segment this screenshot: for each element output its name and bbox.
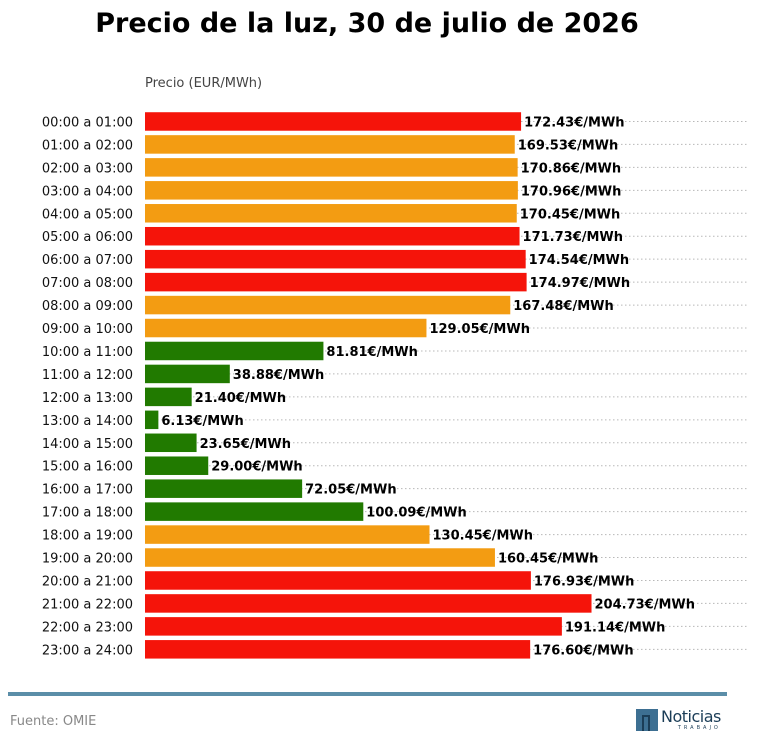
- bar: [145, 295, 511, 315]
- value-label: 171.73€/MWh: [523, 230, 624, 245]
- bar: [145, 364, 230, 384]
- category-label: 02:00 a 03:00: [42, 161, 133, 176]
- category-label: 12:00 a 13:00: [42, 391, 133, 406]
- source-text: Fuente: OMIE: [10, 714, 97, 729]
- chart: Precio de la luz, 30 de julio de 2026 Pr…: [42, 8, 748, 659]
- bar: [145, 181, 518, 200]
- category-label: 14:00 a 15:00: [42, 437, 133, 452]
- bar: [145, 112, 522, 131]
- logo-subtext: TRABAJO: [677, 725, 721, 731]
- category-label: 00:00 a 01:00: [42, 115, 133, 130]
- x-axis-label: Precio (EUR/MWh): [145, 76, 262, 91]
- bars: [145, 112, 592, 659]
- category-label: 08:00 a 09:00: [42, 299, 133, 314]
- category-label: 07:00 a 08:00: [42, 276, 133, 291]
- category-label: 05:00 a 06:00: [42, 230, 133, 245]
- logo-text: Noticias: [661, 707, 721, 726]
- value-label: 129.05€/MWh: [429, 322, 529, 337]
- logo-icon: [636, 709, 658, 731]
- category-label: 01:00 a 02:00: [42, 138, 133, 153]
- value-label: 100.09€/MWh: [366, 506, 467, 521]
- category-label: 17:00 a 18:00: [42, 506, 133, 521]
- bar: [145, 502, 364, 521]
- value-label: 167.48€/MWh: [513, 299, 614, 314]
- value-label: 172.43€/MWh: [524, 115, 625, 130]
- bar: [145, 594, 592, 613]
- category-label: 23:00 a 24:00: [42, 643, 133, 658]
- category-label: 19:00 a 20:00: [42, 552, 133, 567]
- bar: [145, 617, 562, 636]
- category-label: 16:00 a 17:00: [42, 483, 133, 498]
- gridlines: [145, 120, 748, 650]
- bar: [145, 433, 197, 453]
- bar: [145, 204, 517, 223]
- bar: [145, 548, 495, 567]
- bar: [145, 249, 526, 269]
- bar: [145, 525, 430, 544]
- value-label: 170.86€/MWh: [521, 161, 622, 176]
- bar: [145, 640, 531, 659]
- category-label: 15:00 a 16:00: [42, 460, 133, 475]
- chart-title: Precio de la luz, 30 de julio de 2026: [95, 8, 639, 39]
- value-label: 174.54€/MWh: [529, 253, 630, 268]
- value-label: 38.88€/MWh: [233, 368, 324, 383]
- bar: [145, 318, 427, 338]
- category-label: 03:00 a 04:00: [42, 184, 133, 199]
- category-label: 21:00 a 22:00: [42, 597, 133, 612]
- bar: [145, 387, 192, 407]
- logo: Noticias TRABAJO: [636, 709, 721, 731]
- value-label: 23.65€/MWh: [200, 437, 291, 452]
- bar: [145, 571, 531, 590]
- value-label: 21.40€/MWh: [195, 391, 286, 406]
- category-label: 04:00 a 05:00: [42, 207, 133, 222]
- category-label: 11:00 a 12:00: [42, 368, 133, 383]
- bar: [145, 272, 527, 292]
- category-label: 06:00 a 07:00: [42, 253, 133, 268]
- bar: [145, 479, 303, 498]
- category-label: 10:00 a 11:00: [42, 345, 133, 360]
- bar: [145, 456, 209, 475]
- bar: [145, 410, 159, 430]
- bar: [145, 226, 520, 246]
- value-label: 72.05€/MWh: [305, 483, 396, 498]
- value-label: 130.45€/MWh: [433, 529, 534, 544]
- value-label: 176.60€/MWh: [533, 643, 634, 658]
- category-label: 13:00 a 14:00: [42, 414, 133, 429]
- value-label: 81.81€/MWh: [326, 345, 417, 360]
- category-label: 09:00 a 10:00: [42, 322, 133, 337]
- bar: [145, 341, 324, 361]
- value-label: 176.93€/MWh: [534, 574, 635, 589]
- bar: [145, 158, 518, 177]
- category-label: 18:00 a 19:00: [42, 529, 133, 544]
- bar: [145, 135, 515, 154]
- value-label: 6.13€/MWh: [161, 414, 243, 429]
- category-label: 20:00 a 21:00: [42, 574, 133, 589]
- value-label: 170.96€/MWh: [521, 184, 622, 199]
- value-label: 170.45€/MWh: [520, 207, 621, 222]
- category-labels: 00:00 a 01:00 01:00 a 02:00 02:00 a 03:00 0…: [42, 115, 133, 658]
- value-label: 191.14€/MWh: [565, 620, 666, 635]
- value-label: 174.97€/MWh: [530, 276, 631, 291]
- category-label: 22:00 a 23:00: [42, 620, 133, 635]
- footer-divider: [8, 692, 727, 696]
- value-label: 160.45€/MWh: [498, 552, 598, 567]
- value-labels: 172.43€/MWh 169.53€/MWh 170.86€/MWh 170.96€…: [161, 115, 695, 658]
- value-label: 29.00€/MWh: [211, 460, 302, 475]
- value-label: 169.53€/MWh: [518, 138, 619, 153]
- value-label: 204.73€/MWh: [595, 597, 696, 612]
